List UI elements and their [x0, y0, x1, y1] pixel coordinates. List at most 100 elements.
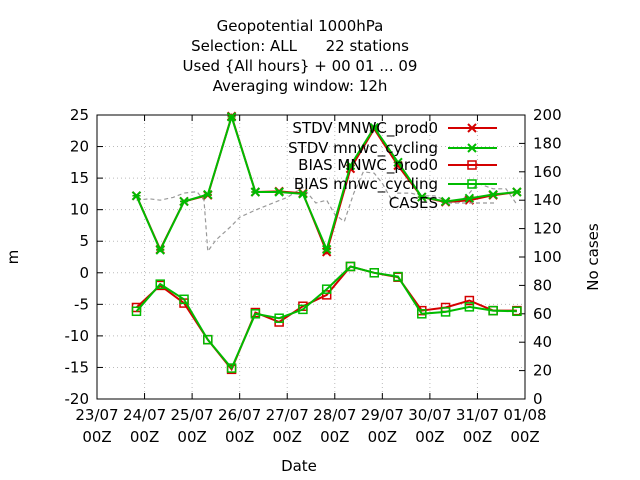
x-tick-label-day: 26/07	[218, 406, 261, 424]
axis-ticks: 2520151050-5-10-15-202001801601401201008…	[65, 106, 562, 446]
series-line	[135, 265, 517, 372]
data-point	[393, 271, 403, 282]
x-tick-label-hour: 00Z	[130, 428, 159, 446]
legend-label: BIAS mnwc_cycling	[294, 175, 438, 194]
y2-tick-label: 80	[533, 276, 552, 294]
x-tick-label-day: 25/07	[170, 406, 213, 424]
chart-title: Geopotential 1000hPa Selection: ALL 22 s…	[183, 17, 418, 95]
data-point	[417, 192, 427, 202]
legend-label: CASES	[389, 194, 438, 212]
y2-tick-label: 60	[533, 305, 552, 323]
x-tick-label-hour: 00Z	[510, 428, 539, 446]
x-axis-label: Date	[281, 457, 317, 475]
legend-marker	[467, 143, 477, 153]
x-tick-label-hour: 00Z	[225, 428, 254, 446]
data-point	[226, 363, 237, 373]
x-tick-label-day: 31/07	[456, 406, 499, 424]
series-bias-mnwc-cycling	[131, 261, 522, 373]
x-tick-label-day: 27/07	[266, 406, 309, 424]
data-point	[131, 306, 142, 317]
y-tick-label: 0	[79, 264, 89, 282]
y-tick-label: 25	[70, 106, 89, 124]
x-tick-label-hour: 00Z	[273, 428, 302, 446]
y2-tick-label: 200	[533, 106, 562, 124]
data-point	[321, 284, 332, 294]
x-tick-label-day: 23/07	[75, 406, 118, 424]
data-point	[440, 196, 451, 207]
data-point	[464, 295, 475, 306]
legend-entry: BIAS MNWC_prod0	[298, 156, 497, 175]
series-line	[136, 171, 518, 253]
data-point	[274, 313, 284, 323]
y2-axis-label: No cases	[584, 223, 602, 291]
data-point	[179, 294, 189, 305]
data-point	[321, 244, 332, 255]
data-point	[440, 307, 451, 317]
series-line	[135, 265, 517, 370]
series-bias-mnwc-prod0	[131, 261, 522, 375]
data-point	[369, 122, 379, 133]
y-tick-label: 5	[79, 232, 89, 250]
data-point	[155, 245, 165, 255]
y-tick-label: 10	[70, 201, 89, 219]
data-point	[417, 309, 427, 319]
y-tick-label: -20	[65, 390, 90, 408]
y2-tick-label: 140	[533, 191, 562, 209]
data-point	[488, 305, 498, 316]
series-layer	[131, 111, 522, 375]
data-point	[250, 187, 261, 197]
legend-marker	[467, 123, 477, 133]
y2-tick-label: 40	[533, 333, 552, 351]
legend-entry: CASES	[389, 194, 497, 212]
data-point	[393, 157, 403, 168]
x-tick-label-hour: 00Z	[368, 428, 397, 446]
data-point	[488, 189, 498, 200]
legend-entry: STDV MNWC_prod0	[292, 119, 497, 138]
data-point	[203, 189, 213, 200]
y-axis-label: m	[4, 250, 22, 265]
y2-tick-label: 120	[533, 220, 562, 238]
y-tick-label: -10	[65, 327, 90, 345]
data-point	[512, 187, 522, 197]
y2-tick-label: 20	[533, 362, 552, 380]
data-point	[155, 279, 165, 289]
data-point	[464, 193, 475, 204]
series-cases	[136, 171, 518, 253]
title-line-3: Used {All hours} + 00 01 ... 09	[183, 57, 418, 75]
data-point	[512, 306, 522, 317]
data-point	[203, 334, 213, 345]
legend-marker	[467, 179, 477, 189]
legend-entry: BIAS mnwc_cycling	[294, 175, 497, 194]
data-point	[179, 196, 189, 207]
x-tick-label-hour: 00Z	[415, 428, 444, 446]
y-tick-label: 20	[70, 138, 89, 156]
data-point	[464, 302, 475, 312]
title-line-1: Geopotential 1000hPa	[217, 17, 384, 35]
data-point	[369, 268, 379, 278]
x-tick-label-hour: 00Z	[82, 428, 111, 446]
x-tick-label-day: 28/07	[313, 406, 356, 424]
y-tick-label: 15	[70, 169, 89, 187]
data-point	[298, 189, 308, 199]
y2-tick-label: 180	[533, 134, 562, 152]
legend-marker	[467, 160, 477, 170]
legend-label: BIAS MNWC_prod0	[298, 156, 438, 175]
x-tick-label-hour: 00Z	[463, 428, 492, 446]
data-point	[131, 191, 142, 201]
title-line-2: Selection: ALL 22 stations	[191, 37, 409, 55]
data-point	[274, 187, 284, 197]
data-point	[345, 261, 356, 272]
title-line-4: Averaging window: 12h	[213, 77, 388, 95]
x-tick-label-day: 30/07	[408, 406, 451, 424]
legend-label: STDV mnwc_cycling	[288, 139, 438, 158]
x-tick-label-hour: 00Z	[177, 428, 206, 446]
x-tick-label-day: 29/07	[361, 406, 404, 424]
data-point	[298, 304, 308, 315]
series-stdv-mnwc-cycling	[131, 112, 522, 255]
y-tick-label: -5	[74, 295, 89, 313]
x-tick-label-day: 01/08	[503, 406, 546, 424]
y2-tick-label: 0	[533, 390, 543, 408]
x-tick-label-hour: 00Z	[320, 428, 349, 446]
